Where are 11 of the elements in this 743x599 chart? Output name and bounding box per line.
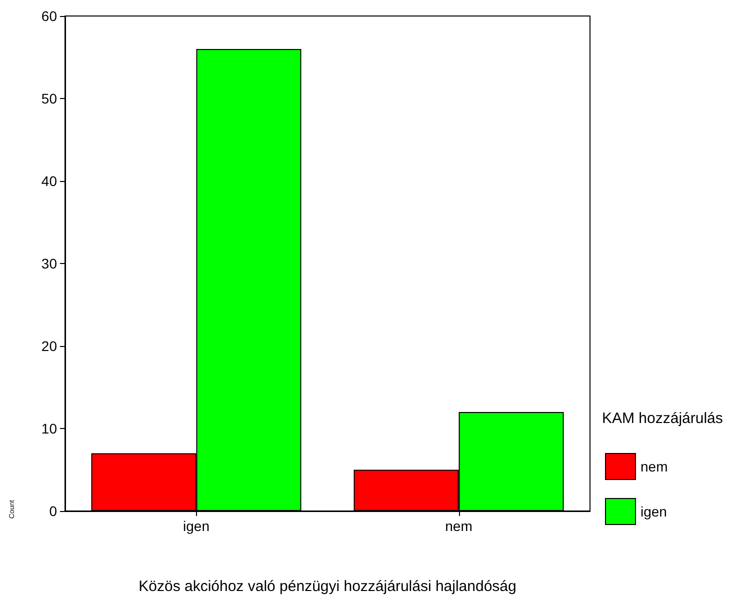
legend-label: igen	[640, 504, 667, 520]
y-tick-label: 10	[41, 420, 58, 436]
y-tick-label: 0	[49, 503, 58, 519]
y-tick-label: 20	[41, 338, 58, 354]
y-tick-label: 60	[41, 8, 58, 24]
legend-title: KAM hozzájárulás	[602, 410, 723, 427]
y-tick-label: 40	[41, 173, 58, 189]
y-tick-label: 50	[41, 90, 58, 106]
y-tick-label: 30	[41, 256, 58, 272]
x-axis-title: Közös akcióhoz való pénzügyi hozzájárulási hajlandóság	[138, 578, 516, 595]
legend-label: nem	[640, 458, 668, 474]
